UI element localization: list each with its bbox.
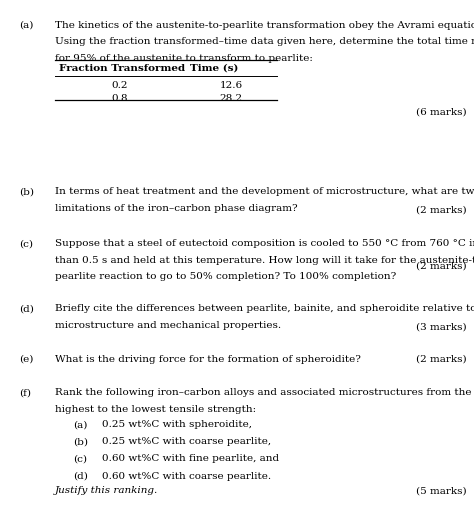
Text: for 95% of the austenite to transform to pearlite:: for 95% of the austenite to transform to… [55, 54, 312, 63]
Text: In terms of heat treatment and the development of microstructure, what are two m: In terms of heat treatment and the devel… [55, 187, 474, 196]
Text: Time (s): Time (s) [190, 64, 238, 73]
Text: 12.6: 12.6 [219, 81, 243, 89]
Text: Suppose that a steel of eutectoid composition is cooled to 550 °C from 760 °C in: Suppose that a steel of eutectoid compos… [55, 239, 474, 248]
Text: 0.2: 0.2 [111, 81, 128, 89]
Text: (d): (d) [73, 472, 88, 480]
Text: The kinetics of the austenite-to-pearlite transformation obey the Avrami equatio: The kinetics of the austenite-to-pearlit… [55, 21, 474, 30]
Text: Justify this ranking.: Justify this ranking. [55, 486, 158, 495]
Text: (2 marks): (2 marks) [416, 205, 467, 214]
Text: (d): (d) [19, 304, 34, 313]
Text: 28.2: 28.2 [219, 94, 243, 102]
Text: (a): (a) [19, 21, 33, 30]
Text: (5 marks): (5 marks) [416, 486, 467, 495]
Text: limitations of the iron–carbon phase diagram?: limitations of the iron–carbon phase dia… [55, 204, 297, 213]
Text: What is the driving force for the formation of spheroidite?: What is the driving force for the format… [55, 355, 360, 363]
Text: (3 marks): (3 marks) [416, 322, 467, 331]
Text: 0.60 wt%C with coarse pearlite.: 0.60 wt%C with coarse pearlite. [102, 472, 271, 480]
Text: (2 marks): (2 marks) [416, 261, 467, 270]
Text: highest to the lowest tensile strength:: highest to the lowest tensile strength: [55, 405, 255, 414]
Text: (c): (c) [73, 454, 88, 463]
Text: 0.8: 0.8 [111, 94, 128, 102]
Text: pearlite reaction to go to 50% completion? To 100% completion?: pearlite reaction to go to 50% completio… [55, 272, 396, 281]
Text: (e): (e) [19, 355, 33, 363]
Text: 0.25 wt%C with spheroidite,: 0.25 wt%C with spheroidite, [102, 420, 252, 429]
Text: microstructure and mechanical properties.: microstructure and mechanical properties… [55, 321, 281, 330]
Text: (b): (b) [19, 187, 34, 196]
Text: (f): (f) [19, 388, 31, 397]
Text: Using the fraction transformed–time data given here, determine the total time re: Using the fraction transformed–time data… [55, 37, 474, 46]
Text: (6 marks): (6 marks) [416, 108, 467, 116]
Text: (c): (c) [19, 239, 33, 248]
Text: (b): (b) [73, 437, 89, 446]
Text: than 0.5 s and held at this temperature. How long will it take for the austenite: than 0.5 s and held at this temperature.… [55, 256, 474, 265]
Text: (2 marks): (2 marks) [416, 355, 467, 363]
Text: (a): (a) [73, 420, 88, 429]
Text: 0.25 wt%C with coarse pearlite,: 0.25 wt%C with coarse pearlite, [102, 437, 271, 446]
Text: 0.60 wt%C with fine pearlite, and: 0.60 wt%C with fine pearlite, and [102, 454, 279, 463]
Text: Briefly cite the differences between pearlite, bainite, and spheroidite relative: Briefly cite the differences between pea… [55, 304, 474, 313]
Text: Fraction Transformed: Fraction Transformed [59, 64, 185, 73]
Text: Rank the following iron–carbon alloys and associated microstructures from the: Rank the following iron–carbon alloys an… [55, 388, 471, 397]
